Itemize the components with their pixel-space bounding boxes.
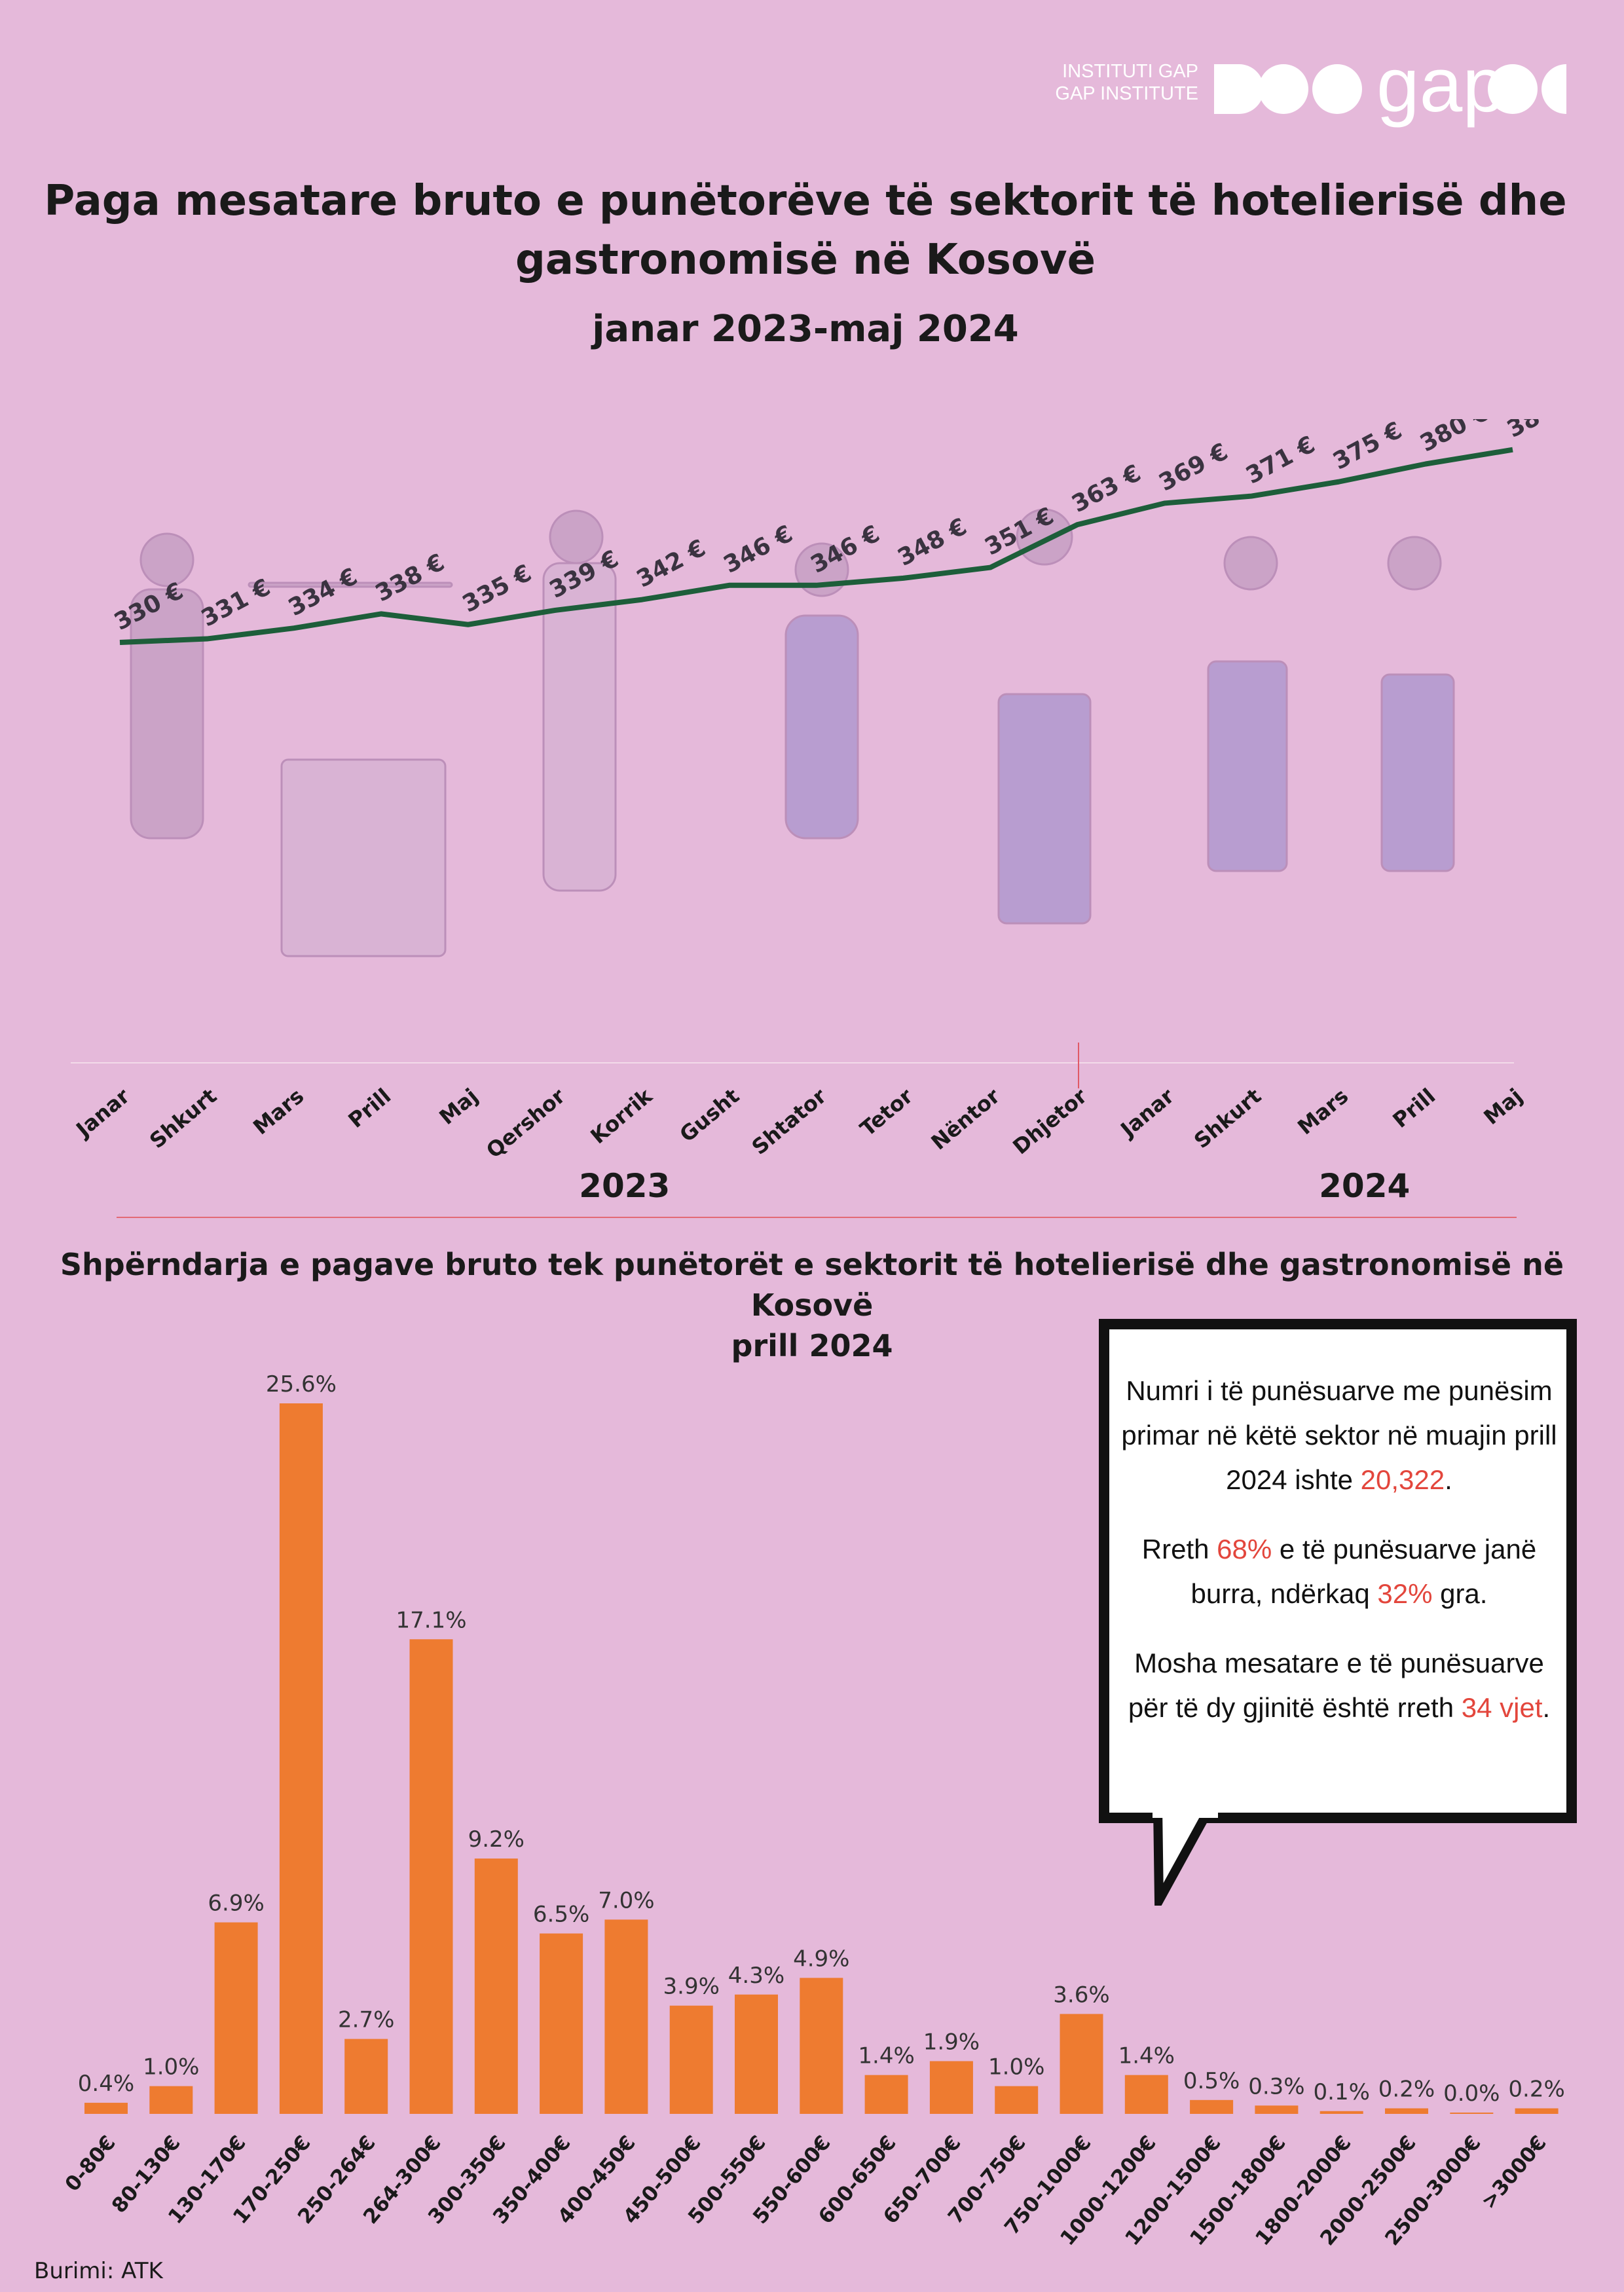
distribution-bar (995, 2086, 1039, 2114)
bar-value-label: 0.2% (1508, 2077, 1564, 2103)
distribution-bar (735, 1994, 778, 2114)
callout-age: Mosha mesatare e të punësuarve për të dy… (1128, 1648, 1551, 1723)
bar-value-label: 4.3% (728, 1963, 784, 1989)
distribution-bar (1320, 2111, 1363, 2114)
wage-data-label: 380 € (1416, 419, 1494, 457)
bar-value-label: 25.6% (266, 1371, 337, 1397)
page-title: Paga mesatare bruto e punëtorëve të sekt… (44, 177, 1567, 284)
average-age: 34 vjet (1461, 1692, 1543, 1723)
distribution-bar (409, 1639, 453, 2114)
distribution-bar (540, 1933, 583, 2114)
bar-value-label: 1.0% (143, 2054, 199, 2080)
distribution-bar (929, 2061, 973, 2114)
year-label: 2024 (1319, 1167, 1411, 1205)
bar-value-label: 7.0% (598, 1887, 654, 1913)
distribution-bar (84, 2103, 128, 2114)
distribution-bar (1190, 2099, 1234, 2114)
bar-value-label: 6.9% (208, 1891, 264, 1917)
bar-value-label: 2.7% (338, 2007, 394, 2033)
year-separator (1078, 1043, 1079, 1088)
wage-data-label: 348 € (893, 513, 971, 572)
callout-employees: Numri i të punësuarve me punësim primar … (1121, 1375, 1557, 1495)
gap-logo-icon: gap (1214, 51, 1566, 128)
bar-value-label: 9.2% (468, 1826, 525, 1853)
bar-value-label: 1.9% (923, 2029, 980, 2055)
hospitality-workers-illustration (130, 508, 1455, 957)
bar-value-label: 3.6% (1053, 1982, 1109, 2008)
bar-value-label: 0.4% (78, 2071, 134, 2097)
year-label: 2023 (579, 1167, 671, 1205)
distribution-bar (214, 1922, 258, 2114)
distribution-bar (864, 2075, 908, 2114)
logo-line-1: INSTITUTI GAP (1062, 61, 1198, 82)
callout-box (1099, 1319, 1577, 1823)
callout-gender: Rreth 68% e të punësuarve janë burra, nd… (1141, 1534, 1537, 1609)
bar-value-label: 1.0% (988, 2054, 1044, 2080)
wage-data-label: 371 € (1242, 431, 1320, 489)
distribution-bar (800, 1978, 843, 2114)
wage-line-chart: 330 €331 €334 €338 €335 €339 €342 €346 €… (110, 419, 1581, 957)
bar-value-label: 0.1% (1314, 2079, 1370, 2105)
employee-count: 20,322 (1360, 1464, 1445, 1495)
distribution-bar (474, 1858, 518, 2114)
bar-value-label: 17.1% (396, 1607, 466, 1633)
axis-line (71, 1062, 1514, 1063)
source-note: Burimi: ATK (34, 2258, 163, 2284)
male-share: 68% (1217, 1534, 1272, 1564)
bar-value-label: 0.3% (1248, 2073, 1304, 2099)
distribution-bar (149, 2086, 193, 2114)
callout-tail (1153, 1807, 1218, 1906)
distribution-subtitle: prill 2024 (731, 1328, 893, 1363)
page-subtitle: janar 2023-maj 2024 (592, 308, 1019, 350)
wage-series-line (119, 447, 1513, 645)
logo-wordmark: gap (1376, 51, 1505, 128)
wage-data-label: 375 € (1329, 419, 1407, 475)
female-share: 32% (1377, 1578, 1433, 1609)
distribution-bar (1124, 2075, 1168, 2114)
distribution-bar (604, 1919, 648, 2114)
wage-data-label: 342 € (633, 534, 710, 593)
wage-data-label: 338 € (371, 549, 449, 607)
distribution-bar (669, 2005, 713, 2114)
distribution-bar (1515, 2108, 1559, 2114)
bar-value-label: 1.4% (1118, 2043, 1175, 2069)
distribution-bar (1385, 2108, 1428, 2114)
bar-value-label: 0.0% (1443, 2080, 1500, 2107)
bar-value-label: 3.9% (663, 1974, 720, 2000)
distribution-bar (344, 2039, 388, 2114)
distribution-title-main: Shpërndarja e pagave bruto tek punëtorët… (60, 1247, 1564, 1323)
wage-data-label: 369 € (1154, 438, 1232, 496)
distribution-bar (1255, 2105, 1299, 2114)
bar-value-label: 4.9% (793, 1946, 849, 1972)
bar-value-label: 0.5% (1183, 2068, 1240, 2094)
year-underline (117, 1217, 1517, 1218)
logo-text: INSTITUTI GAP GAP INSTITUTE (1028, 60, 1198, 105)
bar-value-label: 6.5% (533, 1902, 589, 1928)
distribution-title: Shpërndarja e pagave bruto tek punëtorët… (0, 1244, 1624, 1366)
distribution-bar (1450, 2113, 1494, 2114)
wage-data-label: 384 € (1503, 419, 1581, 443)
wage-distribution-bar-chart: 0.4% 1.0% 6.9% 25.6% 2.7% 17.1% 9.2% 6.5% 7.0% 3.… (78, 1371, 1565, 2114)
wage-data-label: 346 € (720, 521, 798, 579)
callout-text: Numri i të punësuarve me punësim primar … (1113, 1369, 1565, 1755)
wage-data-label: 331 € (197, 574, 275, 632)
month-label: Janar (71, 1083, 135, 1142)
distribution-bar (1060, 2014, 1103, 2114)
wage-data-label: 335 € (458, 560, 536, 618)
bar-value-label: 0.2% (1378, 2077, 1435, 2103)
logo-line-2: GAP INSTITUTE (1055, 83, 1198, 104)
bar-value-label: 1.4% (858, 2043, 914, 2069)
wage-data-label: 334 € (284, 563, 362, 621)
distribution-bar (279, 1403, 323, 2114)
